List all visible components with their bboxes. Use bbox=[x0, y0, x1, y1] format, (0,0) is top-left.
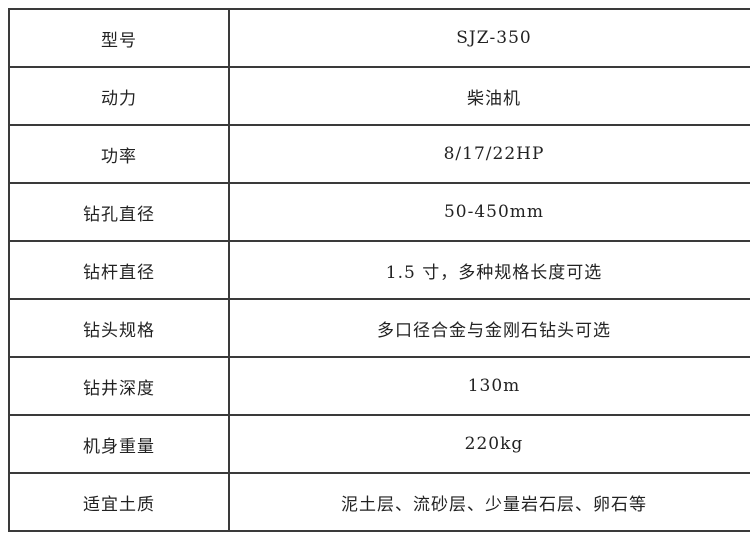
spec-value-power-rating: 8/17/22HP bbox=[228, 124, 750, 184]
table-row-machine-weight: 机身重量 220kg bbox=[8, 414, 750, 474]
spec-label-model: 型号 bbox=[8, 8, 230, 68]
spec-label-machine-weight: 机身重量 bbox=[8, 414, 230, 474]
spec-value-machine-weight: 220kg bbox=[228, 414, 750, 474]
spec-label-drilling-depth: 钻井深度 bbox=[8, 356, 230, 416]
spec-label-power-source: 动力 bbox=[8, 66, 230, 126]
spec-value-drilling-depth: 130m bbox=[228, 356, 750, 416]
spec-label-hole-diameter: 钻孔直径 bbox=[8, 182, 230, 242]
spec-value-model: SJZ-350 bbox=[228, 8, 750, 68]
spec-label-power-rating: 功率 bbox=[8, 124, 230, 184]
spec-label-rod-diameter: 钻杆直径 bbox=[8, 240, 230, 300]
spec-label-suitable-soil: 适宜土质 bbox=[8, 472, 230, 532]
table-row-rod-diameter: 钻杆直径 1.5 寸，多种规格长度可选 bbox=[8, 240, 750, 300]
table-row-suitable-soil: 适宜土质 泥土层、流砂层、少量岩石层、卵石等 bbox=[8, 472, 750, 532]
table-row-hole-diameter: 钻孔直径 50-450mm bbox=[8, 182, 750, 242]
spec-value-suitable-soil: 泥土层、流砂层、少量岩石层、卵石等 bbox=[228, 472, 750, 532]
spec-value-hole-diameter: 50-450mm bbox=[228, 182, 750, 242]
spec-table: 型号 SJZ-350 动力 柴油机 功率 8/17/22HP 钻孔直径 50-4… bbox=[8, 8, 750, 532]
spec-value-power-source: 柴油机 bbox=[228, 66, 750, 126]
spec-label-bit-spec: 钻头规格 bbox=[8, 298, 230, 358]
spec-value-bit-spec: 多口径合金与金刚石钻头可选 bbox=[228, 298, 750, 358]
table-row-power-source: 动力 柴油机 bbox=[8, 66, 750, 126]
table-row-bit-spec: 钻头规格 多口径合金与金刚石钻头可选 bbox=[8, 298, 750, 358]
table-row-model: 型号 SJZ-350 bbox=[8, 8, 750, 68]
spec-value-rod-diameter: 1.5 寸，多种规格长度可选 bbox=[228, 240, 750, 300]
table-row-power-rating: 功率 8/17/22HP bbox=[8, 124, 750, 184]
table-row-drilling-depth: 钻井深度 130m bbox=[8, 356, 750, 416]
